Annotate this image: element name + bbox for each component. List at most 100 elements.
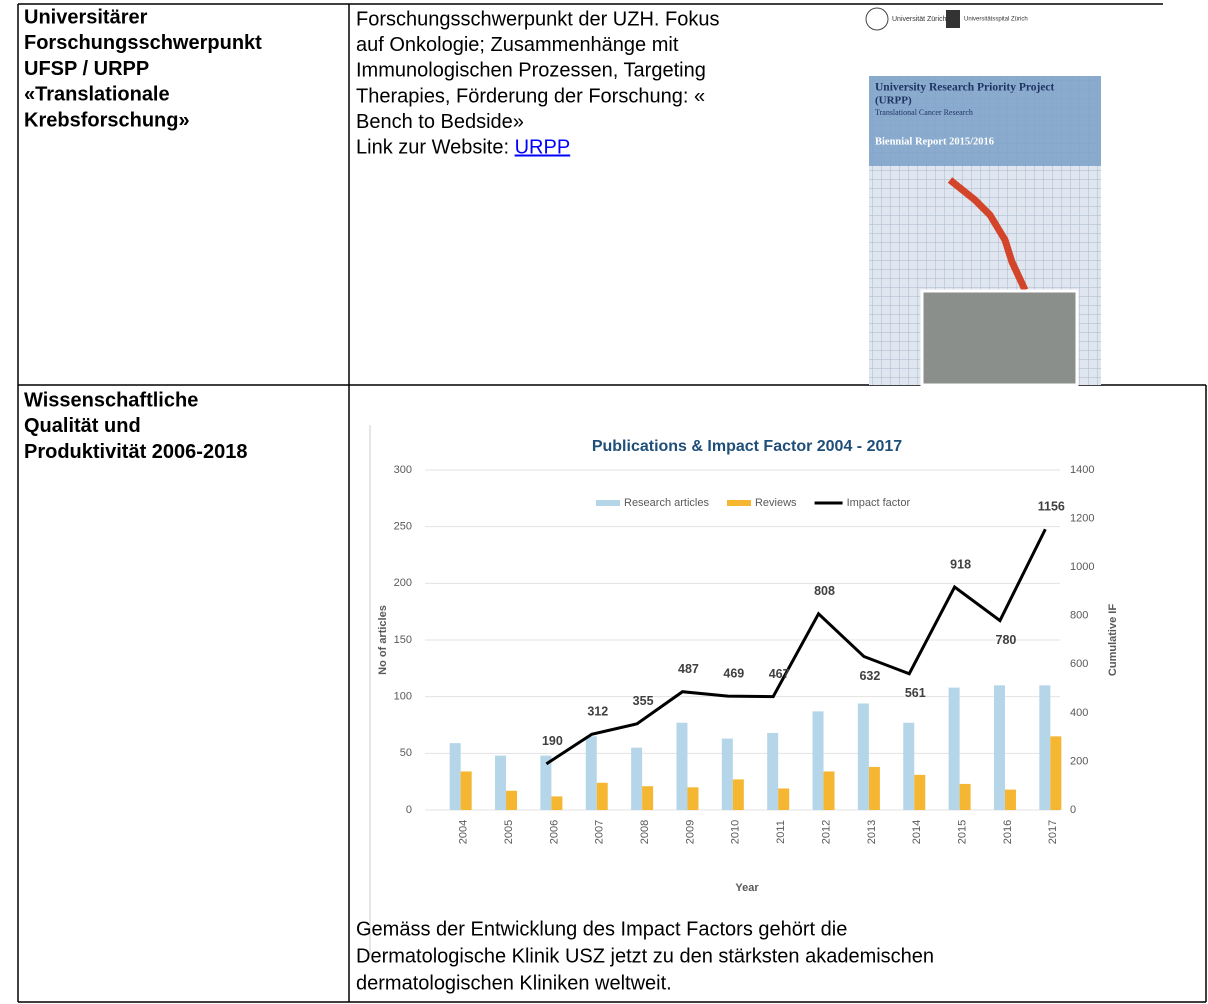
bar xyxy=(733,779,744,810)
data-label: 1156 xyxy=(1038,500,1065,514)
bar xyxy=(495,756,506,810)
bar xyxy=(687,787,698,810)
data-label: 487 xyxy=(678,662,699,676)
data-label: 469 xyxy=(723,666,744,680)
row-label: Qualität und xyxy=(24,415,141,437)
y-tick-label: 250 xyxy=(394,521,412,533)
bar xyxy=(869,767,880,810)
bar xyxy=(824,771,835,810)
bar xyxy=(949,688,960,810)
bar xyxy=(722,739,733,810)
bar xyxy=(960,784,971,810)
row-label: «Translationale xyxy=(24,84,170,106)
row-label: Produktivität 2006-2018 xyxy=(24,441,247,463)
data-label: 561 xyxy=(905,686,926,700)
cover-subtitle: (URPP) xyxy=(875,95,912,107)
bar xyxy=(461,771,472,810)
bar xyxy=(551,796,562,810)
y-tick-label: 50 xyxy=(400,747,412,759)
cell-text: auf Onkologie; Zusammenhänge mit xyxy=(356,34,679,56)
x-tick-label: 2008 xyxy=(639,820,651,844)
y2-tick-label: 800 xyxy=(1070,610,1088,622)
y2-tick-label: 600 xyxy=(1070,658,1088,670)
y-tick-label: 100 xyxy=(394,691,412,703)
row-label: Krebsforschung» xyxy=(24,109,190,131)
bar xyxy=(914,775,925,810)
x-tick-label: 2007 xyxy=(594,820,606,844)
legend-label: Impact factor xyxy=(847,497,911,509)
y2-tick-label: 1200 xyxy=(1070,512,1094,524)
cell-text: Dermatologische Klinik USZ jetzt zu den … xyxy=(356,945,934,967)
link[interactable]: URPP xyxy=(515,137,571,159)
report-cover: Universität Zürich Universitätsspital Zü… xyxy=(866,8,1101,385)
x-tick-label: 2006 xyxy=(548,820,560,844)
bar xyxy=(903,723,914,810)
y-tick-label: 200 xyxy=(394,577,412,589)
x-tick-label: 2005 xyxy=(503,820,515,844)
cover-tagline: Translational Cancer Research xyxy=(875,108,973,117)
document: Universität Zürich Universitätsspital Zü… xyxy=(0,0,1208,1004)
bar xyxy=(676,723,687,810)
data-label: 808 xyxy=(814,584,835,598)
link-line: Link zur Website: URPP xyxy=(356,137,570,159)
cell-text: Forschungsschwerpunkt der UZH. Fokus xyxy=(356,8,719,30)
data-label: 467 xyxy=(769,667,790,681)
cover-title: University Research Priority Project xyxy=(875,82,1055,94)
bar xyxy=(994,685,1005,810)
x-tick-label: 2013 xyxy=(866,820,878,844)
y2-axis-title: Cumulative IF xyxy=(1107,604,1119,676)
bar xyxy=(1005,790,1016,810)
legend-label: Reviews xyxy=(755,497,797,509)
bar xyxy=(813,711,824,810)
chart-title: Publications & Impact Factor 2004 - 2017 xyxy=(592,438,902,455)
x-axis-title: Year xyxy=(735,882,759,894)
row-label: Wissenschaftliche xyxy=(24,389,198,411)
y2-tick-label: 0 xyxy=(1070,804,1076,816)
page: Universität Zürich Universitätsspital Zü… xyxy=(0,0,1208,1004)
row-label: UFSP / URPP xyxy=(24,58,149,80)
bar xyxy=(586,736,597,810)
x-tick-label: 2015 xyxy=(957,820,969,844)
legend-swatch xyxy=(727,500,751,506)
cell-text: dermatologischen Kliniken weltweit. xyxy=(356,972,672,994)
cover-report: Biennial Report 2015/2016 xyxy=(875,136,994,147)
data-label: 355 xyxy=(633,694,654,708)
x-tick-label: 2017 xyxy=(1047,820,1059,844)
bar xyxy=(506,791,517,810)
cell-text: Immunologischen Prozessen, Targeting xyxy=(356,60,706,82)
logo-uzh: Universität Zürich xyxy=(892,16,947,23)
y2-tick-label: 400 xyxy=(1070,707,1088,719)
data-label: 312 xyxy=(587,705,608,719)
x-tick-label: 2009 xyxy=(684,820,696,844)
y-tick-label: 0 xyxy=(406,804,412,816)
row-label: Universitärer xyxy=(24,6,148,28)
logo-usz: Universitätsspital Zürich xyxy=(964,17,1028,23)
logo-usz-icon xyxy=(946,10,960,28)
y2-tick-label: 200 xyxy=(1070,755,1088,767)
cell-text: Gemäss der Entwicklung des Impact Factor… xyxy=(356,918,847,940)
bar xyxy=(540,756,551,810)
y-axis-title: No of articles xyxy=(377,605,389,675)
legend-label: Research articles xyxy=(624,497,709,509)
y-tick-label: 300 xyxy=(394,464,412,476)
row-label: Forschungsschwerpunkt xyxy=(24,32,262,54)
y2-tick-label: 1000 xyxy=(1070,561,1094,573)
cell-text: Therapies, Förderung der Forschung: « xyxy=(356,85,705,107)
bar xyxy=(1050,736,1061,810)
x-tick-label: 2014 xyxy=(911,820,923,844)
cell-text: Bench to Bedside» xyxy=(356,111,524,133)
cover-photo xyxy=(922,291,1077,385)
bar xyxy=(778,788,789,810)
bar xyxy=(642,786,653,810)
x-tick-label: 2004 xyxy=(458,820,470,844)
logo-uzh-icon xyxy=(866,8,888,30)
data-label: 632 xyxy=(859,669,880,683)
bar xyxy=(631,748,642,810)
x-tick-label: 2011 xyxy=(775,820,787,844)
x-tick-label: 2010 xyxy=(730,820,742,844)
data-label: 190 xyxy=(542,734,563,748)
link-prefix: Link zur Website: xyxy=(356,137,515,159)
x-tick-label: 2012 xyxy=(820,820,832,844)
data-label: 780 xyxy=(996,633,1017,647)
bar xyxy=(1039,685,1050,810)
